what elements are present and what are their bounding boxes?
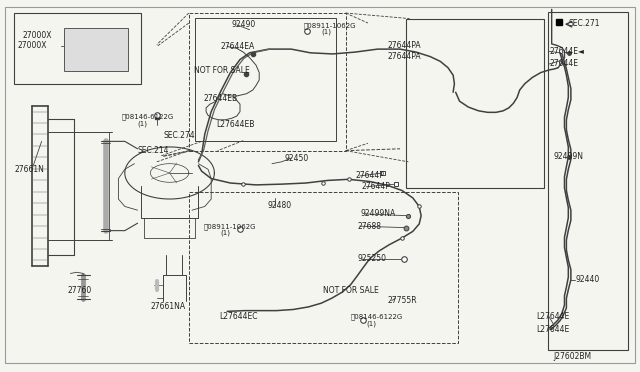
Text: 92499NA: 92499NA <box>360 209 396 218</box>
Text: SEC.271: SEC.271 <box>568 19 600 28</box>
Bar <box>189 192 458 343</box>
Text: Ⓝ08911-1062G: Ⓝ08911-1062G <box>304 22 356 29</box>
Text: 27661NA: 27661NA <box>150 302 186 311</box>
Text: 27644PA: 27644PA <box>387 52 421 61</box>
Text: 92450: 92450 <box>285 154 309 163</box>
Text: 92490: 92490 <box>232 20 256 29</box>
Text: 27644P: 27644P <box>362 182 390 191</box>
Text: SEC.214: SEC.214 <box>138 146 169 155</box>
Text: L27644EC: L27644EC <box>220 312 258 321</box>
Text: 92499N: 92499N <box>554 153 584 161</box>
Text: J27602BM: J27602BM <box>554 352 592 361</box>
Bar <box>195 18 336 141</box>
Bar <box>406 19 544 188</box>
Text: 92440: 92440 <box>575 275 600 284</box>
Text: 27644E: 27644E <box>549 60 578 68</box>
Text: L27644E: L27644E <box>536 312 570 321</box>
Text: 27661N: 27661N <box>14 165 44 174</box>
Text: 27644PA: 27644PA <box>387 41 421 50</box>
Text: 27688: 27688 <box>357 222 381 231</box>
Text: NOT FOR SALE: NOT FOR SALE <box>194 66 250 75</box>
Text: 27644EB: 27644EB <box>204 94 237 103</box>
Text: L27644EB: L27644EB <box>216 120 255 129</box>
Text: 27755R: 27755R <box>388 296 417 305</box>
Text: (1): (1) <box>367 320 377 327</box>
Text: 27000X: 27000X <box>18 41 47 50</box>
Text: 27760: 27760 <box>67 286 92 295</box>
Bar <box>14 13 141 84</box>
Text: NOT FOR SALE: NOT FOR SALE <box>323 286 379 295</box>
Bar <box>189 13 346 151</box>
Bar <box>548 12 628 350</box>
Bar <box>64 28 128 71</box>
Text: Ⓜ08146-6122G: Ⓜ08146-6122G <box>122 114 174 121</box>
Text: 27644EA: 27644EA <box>221 42 255 51</box>
Text: 27644E◄: 27644E◄ <box>549 47 584 56</box>
Text: Ⓜ08146-6122G: Ⓜ08146-6122G <box>351 314 403 320</box>
Text: Ⓝ08911-1062G: Ⓝ08911-1062G <box>204 224 256 230</box>
Text: 925250: 925250 <box>357 254 386 263</box>
Text: SEC.274: SEC.274 <box>163 131 195 140</box>
Text: (1): (1) <box>321 28 332 35</box>
Text: 92480: 92480 <box>268 201 292 210</box>
Text: 27644P: 27644P <box>355 171 384 180</box>
Text: 27000X: 27000X <box>22 31 52 40</box>
Text: (1): (1) <box>138 120 148 127</box>
Text: L27644E: L27644E <box>536 325 570 334</box>
Text: (1): (1) <box>221 230 231 237</box>
